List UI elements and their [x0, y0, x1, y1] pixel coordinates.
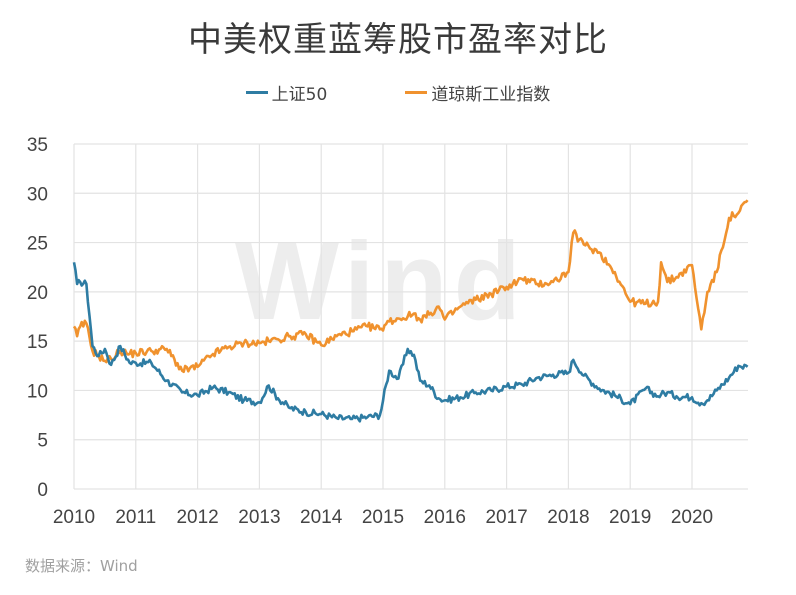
- legend-item-sse50: 上证50: [245, 80, 328, 105]
- x-tick-label: 2014: [300, 507, 343, 528]
- y-tick-label: 0: [37, 480, 48, 501]
- x-tick-label: 2013: [238, 507, 280, 528]
- y-tick-label: 35: [27, 135, 48, 156]
- data-source-note: 数据来源：Wind: [25, 557, 138, 575]
- grid-lines: [73, 143, 748, 490]
- x-tick-label: 2020: [671, 507, 713, 528]
- y-tick-label: 5: [37, 431, 48, 452]
- series-line-dow: [72, 199, 749, 374]
- y-tick-label: 25: [27, 234, 48, 255]
- x-tick-label: 2016: [424, 507, 466, 528]
- chart-title: 中美权重蓝筹股市盈率对比: [188, 20, 608, 60]
- x-tick-label: 2012: [176, 507, 218, 528]
- x-tick-label: 2017: [485, 507, 527, 528]
- x-axis-ticks: 2010 2011 2012 2013 2014 2015 2016 2017 2018 2019…: [53, 507, 713, 528]
- legend-label-sse50: 上证50: [271, 85, 328, 105]
- legend-swatch-sse50: [245, 91, 268, 94]
- x-tick-label: 2015: [362, 507, 404, 528]
- x-tick-label: 2018: [547, 507, 589, 528]
- x-tick-label: 2019: [609, 507, 651, 528]
- y-tick-label: 20: [27, 283, 48, 304]
- y-tick-label: 15: [27, 332, 48, 353]
- series-line-sse50: [72, 262, 749, 423]
- y-tick-label: 30: [27, 184, 48, 205]
- chart-legend: 上证50 道琼斯工业指数: [0, 80, 796, 105]
- y-axis-ticks: 0 5 10 15 20 25 30 35: [27, 135, 48, 501]
- legend-swatch-dow: [405, 91, 428, 94]
- legend-label-dow: 道琼斯工业指数: [431, 85, 551, 105]
- x-tick-label: 2011: [115, 507, 156, 528]
- legend-item-dow: 道琼斯工业指数: [405, 80, 550, 105]
- x-tick-label: 2010: [53, 507, 95, 528]
- y-tick-label: 10: [27, 381, 48, 402]
